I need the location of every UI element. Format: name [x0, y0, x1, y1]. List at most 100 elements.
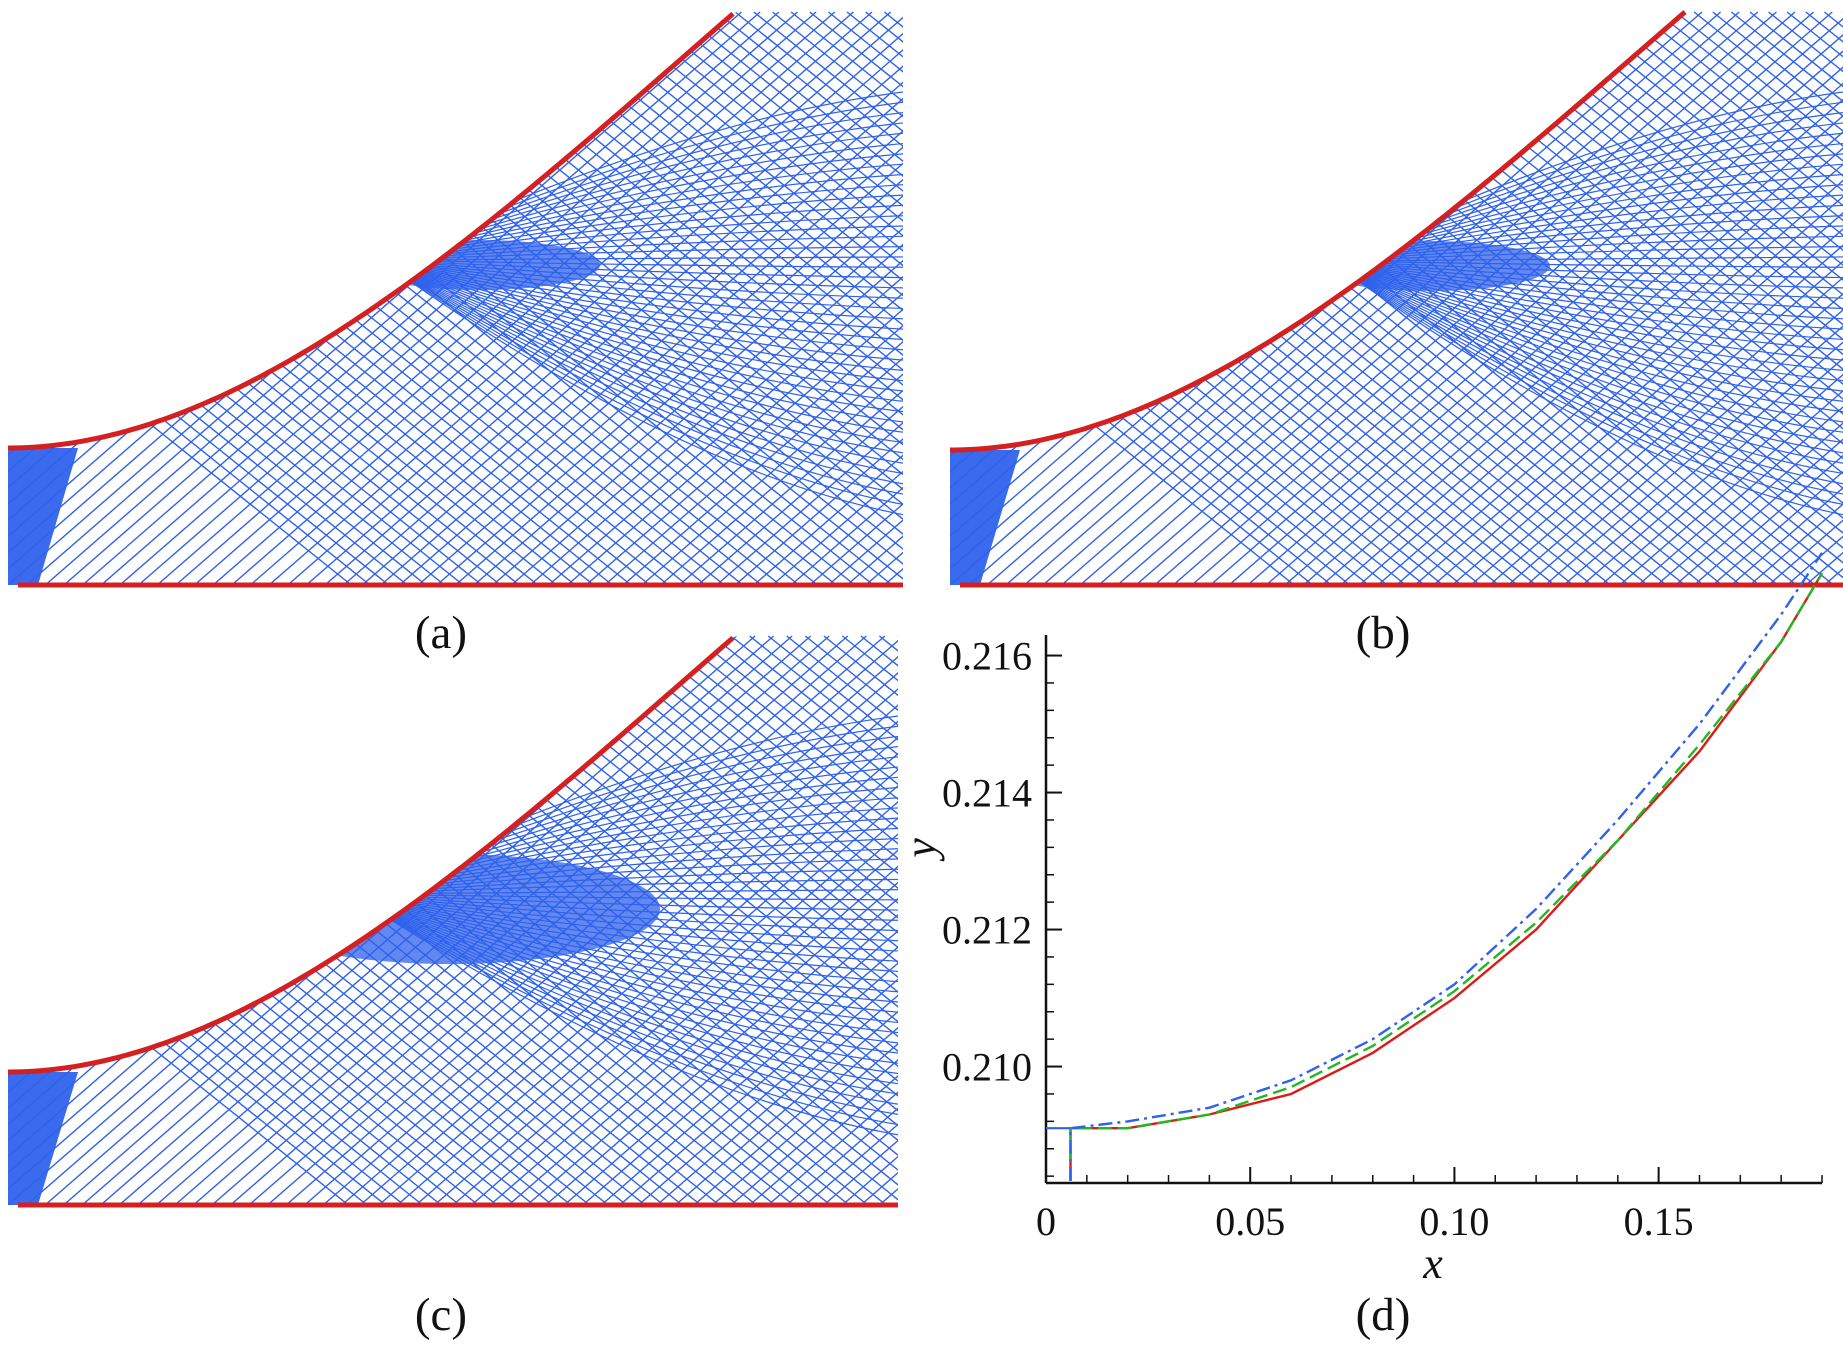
mesh-line: [978, 12, 1637, 585]
mesh-line: [1675, 11, 1843, 585]
mesh-line: [1507, 11, 1843, 585]
mesh-line: [1228, 11, 1843, 585]
mesh-line: [379, 259, 903, 516]
mesh-line: [693, 635, 898, 1205]
y-tick-label: 0.214: [942, 771, 1032, 816]
mesh-line: [1563, 11, 1843, 585]
panel-a-upper-wall: [8, 11, 735, 451]
mesh-line: [1102, 636, 1756, 1205]
mesh-line: [305, 11, 903, 585]
mesh-line: [1414, 11, 1843, 585]
mesh-line: [940, 12, 1599, 585]
mesh-line: [1176, 636, 1843, 1205]
mesh-line: [1377, 11, 1843, 585]
mesh-line: [436, 11, 903, 585]
mesh-line: [8, 11, 444, 585]
mesh-line: [972, 636, 1683, 1205]
mesh-line: [1544, 11, 1843, 585]
mesh-line: [471, 635, 898, 1205]
mesh-line: [8, 11, 483, 585]
panel-c-caption: (c): [415, 1289, 467, 1341]
series-line-2: [1069, 572, 1824, 1181]
mesh-line: [1329, 260, 1843, 464]
mesh-line: [656, 635, 898, 1205]
mesh-line: [1451, 11, 1843, 585]
mesh-line: [730, 635, 898, 1205]
panel-d-plot: 0 0.05 0.10 0.15 0.210 0.212 0.214 0.216 x y: [896, 552, 1824, 1288]
mesh-line: [790, 11, 903, 585]
mesh-dense-region: [1310, 241, 1550, 291]
mesh-line: [379, 259, 903, 454]
mesh-line: [492, 11, 903, 585]
mesh-line: [8, 11, 576, 585]
mesh-line: [1329, 260, 1843, 516]
mesh-line: [660, 11, 903, 585]
mesh-line: [823, 635, 898, 1205]
mesh-line: [712, 635, 898, 1205]
mesh-line: [1582, 11, 1843, 585]
mesh-dense-region: [8, 448, 78, 585]
panel-c-characteristic-lines: [8, 635, 1843, 1205]
mesh-line: [935, 636, 1646, 1205]
mesh-line: [950, 11, 1442, 585]
mesh-line: [585, 11, 903, 585]
mesh-line: [600, 635, 898, 1205]
mesh-line: [734, 11, 903, 585]
mesh-line: [489, 635, 898, 1205]
mesh-line: [991, 636, 1702, 1205]
mesh-line: [604, 11, 903, 585]
mesh-line: [1250, 636, 1843, 1205]
mesh-line: [1329, 260, 1843, 433]
mesh-line: [950, 11, 1368, 585]
mesh-line: [8, 11, 427, 585]
mesh-line: [1303, 11, 1843, 585]
mesh-line: [1656, 11, 1843, 585]
mesh-line: [675, 635, 898, 1205]
mesh-line: [1154, 11, 1815, 585]
mesh-line: [1433, 11, 1843, 585]
panel-d-series: [1046, 552, 1824, 1181]
mesh-line: [399, 11, 903, 585]
mesh-line: [1675, 11, 1843, 585]
mesh-line: [455, 11, 903, 585]
mesh-line: [1172, 11, 1833, 585]
mesh-line: [473, 11, 903, 585]
panel-b-upper-wall: [950, 10, 1687, 453]
mesh-dense-region: [950, 450, 1020, 585]
mesh-line: [510, 11, 903, 585]
mesh-line: [8, 11, 612, 585]
mesh-line: [1329, 260, 1843, 423]
mesh-line: [8, 635, 441, 1205]
mesh-line: [1329, 260, 1843, 495]
mesh-line: [548, 11, 903, 585]
series-line-3: [1069, 552, 1824, 1181]
panel-c-upper-wall: [8, 635, 735, 1075]
mesh-line: [996, 12, 1655, 585]
y-tick-label: 0.210: [942, 1045, 1032, 1090]
mesh-line: [660, 11, 903, 585]
mesh-line: [1329, 260, 1843, 475]
mesh-line: [1284, 11, 1843, 585]
mesh-line: [526, 635, 898, 1205]
mesh-line: [8, 11, 556, 585]
mesh-line: [1619, 11, 1843, 585]
mesh-line: [1191, 11, 1843, 585]
mesh-line: [1470, 11, 1843, 585]
mesh-line: [508, 635, 898, 1205]
y-tick-label: 0.212: [942, 908, 1032, 953]
mesh-line: [1284, 11, 1843, 585]
mesh-line: [1396, 11, 1843, 585]
mesh-line: [582, 635, 898, 1205]
mesh-line: [545, 635, 898, 1205]
mesh-line: [749, 635, 898, 1205]
mesh-line: [511, 11, 903, 585]
mesh-line: [8, 11, 688, 585]
mesh-line: [641, 11, 903, 585]
mesh-line: [473, 11, 903, 585]
mesh-line: [809, 11, 903, 585]
mesh-line: [1526, 11, 1843, 585]
mesh-line: [1232, 636, 1843, 1205]
mesh-line: [1396, 11, 1843, 585]
mesh-line: [378, 635, 898, 1205]
